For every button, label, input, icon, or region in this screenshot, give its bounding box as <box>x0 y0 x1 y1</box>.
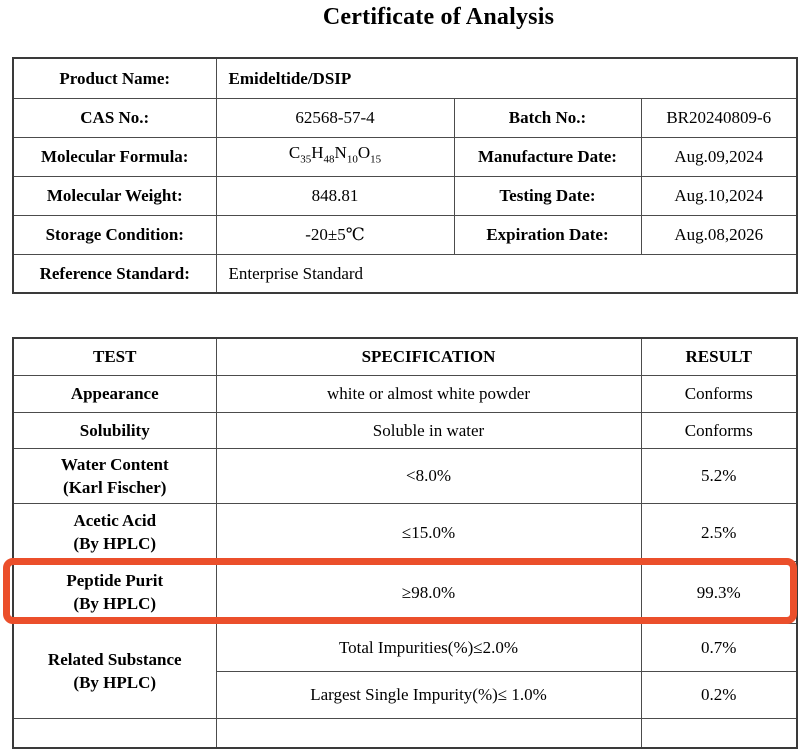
cas-no-value: 62568-57-4 <box>215 97 455 138</box>
specification-value: Largest Single Impurity(%)≤ 1.0% <box>215 670 642 719</box>
manufacture-date-value: Aug.09,2024 <box>640 136 798 177</box>
table-row: Molecular Weight: 848.81 Testing Date: A… <box>12 175 798 216</box>
table-row: CAS No.: 62568-57-4 Batch No.: BR2024080… <box>12 97 798 138</box>
molecular-formula-value: C35H48N10O15 <box>215 136 455 177</box>
product-name-label: Product Name: <box>12 57 217 99</box>
reference-standard-value: Enterprise Standard <box>215 253 798 294</box>
test-name-line1: Acetic Acid <box>73 511 157 530</box>
storage-condition-label: Storage Condition: <box>12 214 217 255</box>
manufacture-date-label: Manufacture Date: <box>453 136 642 177</box>
molecular-weight-label: Molecular Weight: <box>12 175 217 216</box>
test-name-line1: Related Substance <box>47 649 182 669</box>
result-value: 99.3% <box>640 560 798 624</box>
test-name: Related Substance (By HPLC) <box>12 622 217 719</box>
reference-standard-label: Reference Standard: <box>12 253 217 294</box>
expiration-date-label: Expiration Date: <box>453 214 642 255</box>
specification-value: Total Impurities(%)≤2.0% <box>215 622 642 672</box>
test-name-line1: Peptide Purit <box>66 571 164 590</box>
expiration-date-value: Aug.08,2026 <box>640 214 798 255</box>
batch-no-label: Batch No.: <box>453 97 642 138</box>
result-value: 0.7% <box>640 622 798 672</box>
test-name-line2: (By HPLC) <box>73 594 157 613</box>
table-row-related-substance-2: Largest Single Impurity(%)≤ 1.0% 0.2% <box>13 670 798 719</box>
table-row-related-substance-1: Related Substance (By HPLC) Total Impuri… <box>12 622 798 719</box>
col-header-result: RESULT <box>640 337 798 376</box>
result-value: 0.2% <box>640 670 798 719</box>
table-row: Storage Condition: -20±5℃ Expiration Dat… <box>12 214 798 255</box>
table-row-acetic-acid: Acetic Acid (By HPLC) ≤15.0% 2.5% <box>12 502 798 562</box>
product-name-value: Emideltide/DSIP <box>215 57 798 99</box>
test-results-table: TEST SPECIFICATION RESULT Appearance whi… <box>12 337 798 749</box>
test-name: Acetic Acid (By HPLC) <box>12 502 217 562</box>
table-row-water-content: Water Content (Karl Fischer) <8.0% 5.2% <box>12 447 798 504</box>
col-header-specification: SPECIFICATION <box>215 337 642 376</box>
specification-value: <8.0% <box>215 447 642 504</box>
test-name-line2: (By HPLC) <box>73 534 157 553</box>
specification-value: ≥98.0% <box>215 560 642 624</box>
test-name: Water Content (Karl Fischer) <box>12 447 217 504</box>
test-name: Peptide Purit (By HPLC) <box>12 560 217 624</box>
test-name: Solubility <box>12 411 217 449</box>
storage-condition-value: -20±5℃ <box>215 214 455 255</box>
certificate-page: Certificate of Analysis Product Name: Em… <box>3 4 799 749</box>
table-row: Product Name: Emideltide/DSIP <box>12 57 798 99</box>
specification-value: white or almost white powder <box>215 374 642 413</box>
header-row: TEST SPECIFICATION RESULT <box>12 337 798 376</box>
testing-date-label: Testing Date: <box>453 175 642 216</box>
molecular-formula-label: Molecular Formula: <box>12 136 217 177</box>
table-row-appearance: Appearance white or almost white powder … <box>12 374 798 413</box>
specification-value: ≤15.0% <box>215 502 642 562</box>
result-value: Conforms <box>640 374 798 413</box>
testing-date-value: Aug.10,2024 <box>640 175 798 216</box>
table-row: Reference Standard: Enterprise Standard <box>12 253 798 294</box>
test-name-line2: (Karl Fischer) <box>63 477 167 497</box>
cas-no-label: CAS No.: <box>12 97 217 138</box>
specification-value: Soluble in water <box>215 411 642 449</box>
result-value: 2.5% <box>640 502 798 562</box>
table-row-peptide-purity: Peptide Purit (By HPLC) ≥98.0% 99.3% <box>12 560 798 624</box>
product-info-table: Product Name: Emideltide/DSIP CAS No.: 6… <box>12 57 799 294</box>
batch-no-value: BR20240809-6 <box>640 97 798 138</box>
col-header-test: TEST <box>12 337 217 376</box>
document-title: Certificate of Analysis <box>322 4 555 30</box>
test-name-line1: Water Content <box>60 454 169 474</box>
test-name-line2: (By HPLC) <box>73 672 157 692</box>
molecular-weight-value: 848.81 <box>215 175 455 216</box>
table-row: Molecular Formula: C35H48N10O15 Manufact… <box>12 136 798 177</box>
test-name: Appearance <box>12 374 217 413</box>
table-row-solubility: Solubility Soluble in water Conforms <box>12 411 798 449</box>
result-value: 5.2% <box>640 447 798 504</box>
result-value: Conforms <box>640 411 798 449</box>
